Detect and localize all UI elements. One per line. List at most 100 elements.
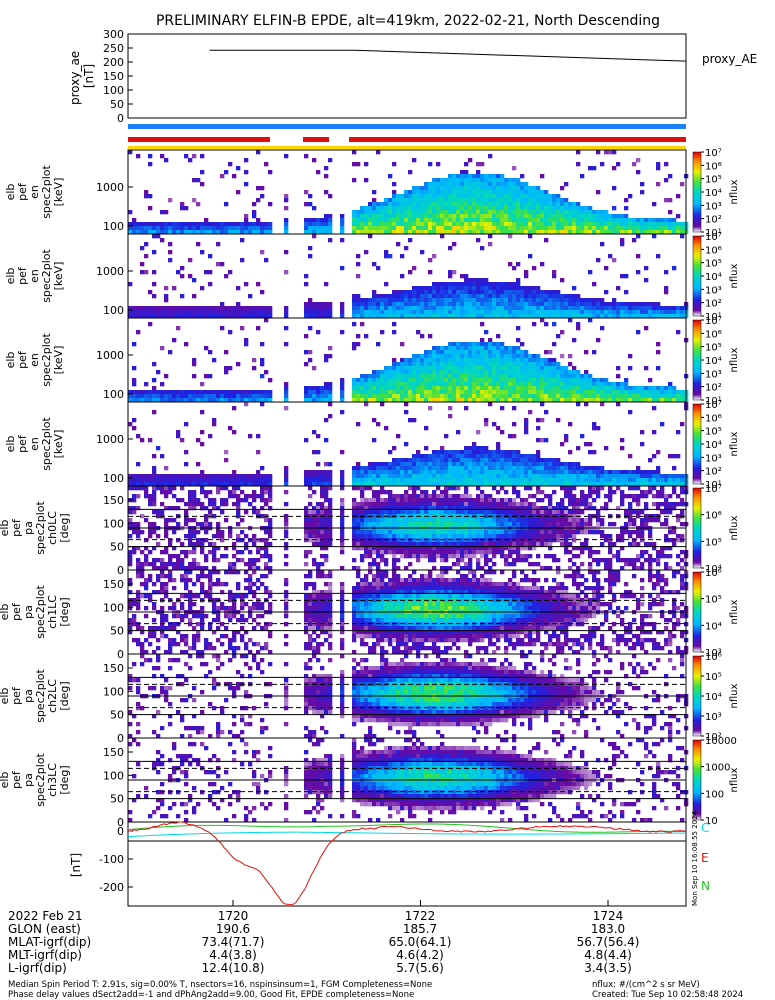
- spectrogram-cell: [412, 418, 417, 423]
- spectrogram-cell: [460, 346, 465, 351]
- spectrogram-cell: [396, 470, 401, 475]
- spectrogram-cell: [312, 314, 317, 319]
- spectrogram-cell: [472, 278, 477, 283]
- spectrogram-cell: [564, 378, 569, 383]
- spectrogram-cell: [184, 522, 189, 527]
- spectrogram-cell: [536, 214, 541, 219]
- spectrogram-cell: [524, 206, 529, 211]
- spectrogram-spec_en_2: 1000100elbpefenspec2plot[keV]10⁷10⁶10⁵10…: [4, 232, 740, 323]
- spectrogram-cell: [464, 182, 469, 187]
- spectrogram-cell: [428, 202, 433, 207]
- spectrogram-cell: [216, 558, 221, 563]
- spectrogram-cell: [324, 394, 329, 399]
- spectrogram-cell: [384, 490, 389, 495]
- spectrogram-cell: [152, 234, 157, 239]
- spectrogram-cell: [476, 238, 481, 243]
- spectrogram-cell: [608, 470, 613, 475]
- spectrogram-cell: [420, 202, 425, 207]
- spectrogram-cell: [592, 382, 597, 387]
- spectrogram-cell: [544, 438, 549, 443]
- spectrogram-cell: [628, 394, 633, 399]
- spectrogram-cell: [228, 530, 233, 535]
- spectrogram-cell: [284, 490, 289, 495]
- spectrogram-cell: [200, 182, 205, 187]
- spectrogram-cell: [540, 474, 545, 479]
- spectrogram-cell: [196, 482, 201, 487]
- spectrogram-cell: [520, 214, 525, 219]
- spectrogram-cell: [144, 270, 149, 275]
- spectrogram-cell: [176, 306, 181, 311]
- spectrogram-cell: [492, 422, 497, 427]
- spectrogram-cell: [404, 494, 409, 499]
- spectrogram-cell: [268, 482, 273, 487]
- spectrogram-cell: [408, 378, 413, 383]
- spectrogram-cell: [264, 390, 269, 395]
- spectrogram-cell: [180, 566, 185, 571]
- spectrogram-cell: [380, 514, 385, 519]
- spectrogram-cell: [680, 422, 685, 427]
- spectrogram-cell: [612, 186, 617, 191]
- spectrogram-cell: [396, 294, 401, 299]
- spectrogram-cell: [464, 390, 469, 395]
- spectrogram-cell: [512, 466, 517, 471]
- spectrogram-cell: [424, 502, 429, 507]
- spectrogram-cell: [460, 566, 465, 571]
- spectrogram-cell: [660, 394, 665, 399]
- spectrogram-cell: [396, 206, 401, 211]
- spectrogram-cell: [532, 390, 537, 395]
- spectrogram-cell: [400, 466, 405, 471]
- spectrogram-cell: [636, 222, 641, 227]
- spectrogram-cell: [400, 470, 405, 475]
- spectrogram-cell: [436, 306, 441, 311]
- spectrogram-cell: [636, 470, 641, 475]
- spectrogram-cell: [216, 490, 221, 495]
- spectrogram-cell: [476, 354, 481, 359]
- spectrogram-cell: [128, 534, 133, 539]
- spectrogram-cell: [616, 314, 621, 319]
- spectrogram-cell: [364, 514, 369, 519]
- spectrogram-cell: [392, 390, 397, 395]
- spectrogram-cell: [408, 470, 413, 475]
- spectrogram-cell: [520, 362, 525, 367]
- spectrogram-cell: [532, 294, 537, 299]
- spectrogram-cell: [456, 386, 461, 391]
- spectrogram-cell: [440, 314, 445, 319]
- spectrogram-cell: [432, 198, 437, 203]
- spectrogram-cell: [304, 274, 309, 279]
- spectrogram-cell: [604, 482, 609, 487]
- spectrogram-cell: [652, 314, 657, 319]
- spectrogram-cell: [396, 546, 401, 551]
- spectrogram-cell: [608, 218, 613, 223]
- spectrogram-cell: [520, 198, 525, 203]
- spectrogram-cell: [384, 478, 389, 483]
- spectrogram-cell: [408, 226, 413, 231]
- spectrogram-cell: [352, 294, 357, 299]
- spectrogram-cell: [456, 206, 461, 211]
- spectrogram-cell: [448, 290, 453, 295]
- spectrogram-cell: [372, 302, 377, 307]
- spectrogram-cell: [484, 382, 489, 387]
- spectrogram-cell: [312, 394, 317, 399]
- spectrogram-cell: [556, 202, 561, 207]
- spectrogram-cell: [308, 494, 313, 499]
- spectrogram-cell: [504, 198, 509, 203]
- spectrogram-cell: [540, 262, 545, 267]
- spectrogram-cell: [192, 546, 197, 551]
- spectrogram-cell: [404, 534, 409, 539]
- spectrogram-cell: [520, 314, 525, 319]
- spectrogram-cell: [480, 298, 485, 303]
- spectrogram-cell: [416, 362, 421, 367]
- spectrogram-cell: [468, 470, 473, 475]
- spectrogram-cell: [536, 390, 541, 395]
- spectrogram-cell: [672, 398, 677, 403]
- spectrogram-cell: [476, 314, 481, 319]
- spectrogram-cell: [372, 310, 377, 315]
- spectrogram-cell: [164, 390, 169, 395]
- spectrogram-cell: [244, 478, 249, 483]
- spectrogram-cell: [312, 222, 317, 227]
- spectrogram-cell: [552, 298, 557, 303]
- spectrogram-cell: [480, 194, 485, 199]
- spectrogram-cell: [376, 502, 381, 507]
- spectrogram-cell: [476, 190, 481, 195]
- spectrogram-cell: [388, 202, 393, 207]
